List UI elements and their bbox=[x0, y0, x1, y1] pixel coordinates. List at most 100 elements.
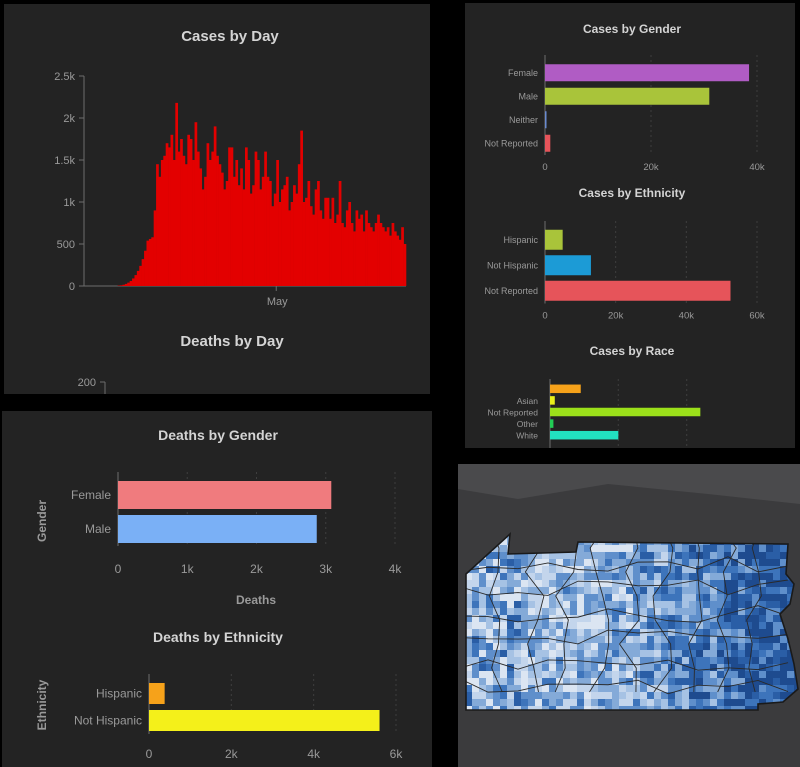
map-cell bbox=[605, 534, 613, 539]
map-cell bbox=[598, 678, 606, 686]
cases-day-bar bbox=[225, 181, 229, 286]
map-cell bbox=[598, 692, 606, 700]
map-cell bbox=[717, 643, 725, 651]
category-label: Hispanic bbox=[96, 687, 142, 701]
map-cell bbox=[563, 685, 571, 693]
map-cell bbox=[507, 664, 515, 672]
map-cell bbox=[731, 594, 739, 602]
map-cell bbox=[773, 650, 781, 658]
map-cell bbox=[591, 580, 599, 588]
map-cell bbox=[514, 615, 522, 623]
map-cell bbox=[654, 608, 662, 616]
map-cell bbox=[682, 552, 690, 560]
map-cell bbox=[675, 587, 683, 595]
map-cell bbox=[570, 643, 578, 651]
map-cell bbox=[556, 552, 564, 560]
map-cell bbox=[486, 566, 494, 574]
map-cell bbox=[584, 706, 592, 710]
map-cell bbox=[759, 636, 767, 644]
map-cell bbox=[584, 643, 592, 651]
map-cell bbox=[773, 580, 781, 588]
cases-day-bar bbox=[163, 155, 167, 286]
map-cell bbox=[563, 629, 571, 637]
map-cell bbox=[514, 580, 522, 588]
map-cell bbox=[794, 650, 798, 658]
map-cell bbox=[542, 678, 550, 686]
map-cell bbox=[724, 622, 732, 630]
map-cell bbox=[633, 538, 641, 546]
map-cell bbox=[794, 594, 798, 602]
map-cell bbox=[724, 545, 732, 553]
map-cell bbox=[479, 657, 487, 665]
map-cell bbox=[633, 636, 641, 644]
map-cell bbox=[773, 643, 781, 651]
cases-day-bar bbox=[180, 139, 183, 286]
map-cell bbox=[752, 713, 759, 720]
map-cell bbox=[668, 622, 676, 630]
map-cell bbox=[745, 629, 753, 637]
map-cell bbox=[668, 587, 676, 595]
map-cell bbox=[486, 524, 493, 531]
map-cell bbox=[612, 524, 619, 531]
bar-not-hispanic bbox=[149, 710, 380, 731]
bar-white bbox=[550, 430, 619, 440]
map-cell bbox=[472, 636, 480, 644]
map-cell bbox=[780, 678, 788, 686]
map-cell bbox=[479, 601, 487, 609]
map-cell bbox=[787, 566, 795, 574]
map-cell bbox=[731, 573, 739, 581]
map-cell bbox=[584, 685, 592, 693]
map-cell bbox=[570, 685, 578, 693]
map-cell bbox=[710, 594, 718, 602]
county-border bbox=[466, 677, 789, 695]
map-cell bbox=[759, 524, 766, 531]
map-cell bbox=[752, 622, 760, 630]
map-cell bbox=[466, 559, 473, 567]
cases-day-bar bbox=[372, 231, 376, 286]
map-cell bbox=[598, 622, 606, 630]
cases-day-bar bbox=[230, 147, 234, 286]
map-cell bbox=[521, 671, 529, 679]
county-choropleth-map[interactable] bbox=[458, 464, 800, 767]
map-cell bbox=[759, 699, 767, 707]
map-cell bbox=[668, 608, 676, 616]
map-cell bbox=[605, 545, 613, 553]
map-cell bbox=[640, 538, 648, 546]
map-cell bbox=[626, 643, 634, 651]
map-cell bbox=[507, 594, 515, 602]
map-cell bbox=[507, 636, 515, 644]
map-cell bbox=[577, 664, 585, 672]
map-cell bbox=[486, 573, 494, 581]
map-cell bbox=[717, 545, 725, 553]
map-cell bbox=[717, 713, 724, 720]
map-cell bbox=[577, 545, 585, 553]
map-cell bbox=[633, 601, 641, 609]
map-cell bbox=[570, 706, 578, 710]
cases-day-bar bbox=[386, 227, 390, 286]
map-cell bbox=[612, 664, 620, 672]
map-cell bbox=[738, 636, 746, 644]
cases-day-bar bbox=[283, 185, 287, 286]
map-cell bbox=[612, 657, 620, 665]
map-cell bbox=[745, 650, 753, 658]
map-cell bbox=[514, 650, 522, 658]
map-cell bbox=[766, 534, 774, 539]
map-cell bbox=[542, 601, 550, 609]
map-cell bbox=[703, 650, 711, 658]
cases-day-bar bbox=[369, 227, 373, 286]
cases-day-bar bbox=[158, 176, 162, 286]
map-cell bbox=[598, 699, 606, 707]
map-cell bbox=[661, 538, 669, 546]
cases-day-bar bbox=[192, 160, 195, 286]
map-cell bbox=[689, 534, 697, 539]
map-cell bbox=[724, 699, 732, 707]
map-cell bbox=[521, 608, 529, 616]
map-cell bbox=[591, 622, 599, 630]
map-cell bbox=[458, 566, 465, 573]
map-cell bbox=[514, 573, 522, 581]
map-cell bbox=[486, 559, 494, 567]
map-cell bbox=[591, 706, 599, 710]
map-cell bbox=[640, 692, 648, 700]
map-cell bbox=[542, 650, 550, 658]
county-map-panel[interactable] bbox=[458, 464, 800, 767]
